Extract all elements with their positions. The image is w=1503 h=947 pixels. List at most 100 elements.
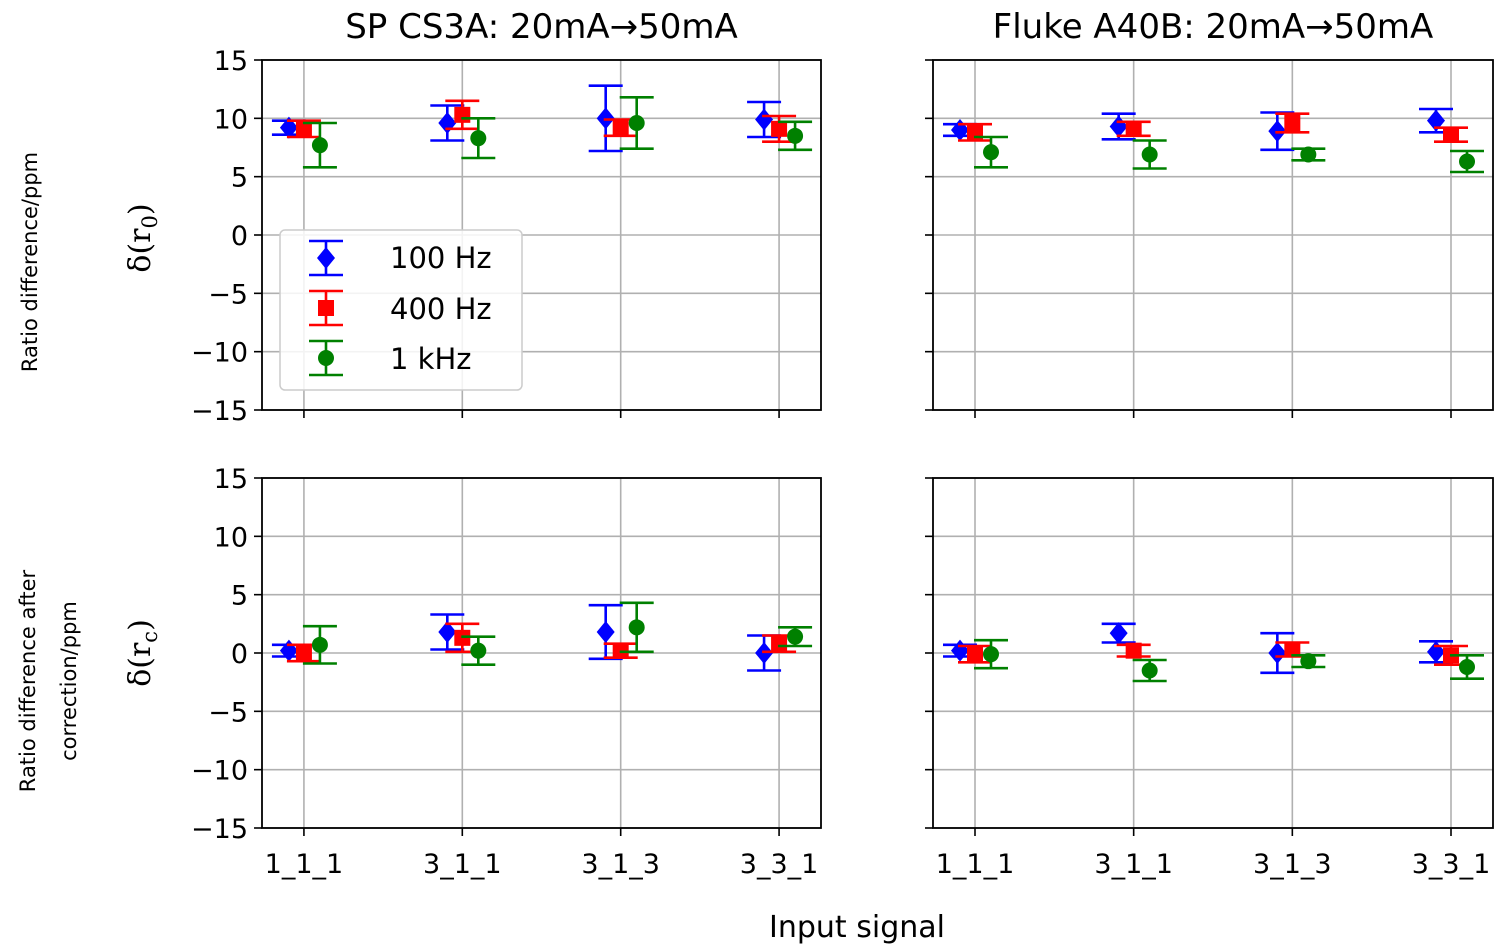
point-3-1-1 [1141, 662, 1158, 679]
point-3-1-3 [1268, 642, 1287, 664]
point-3-3-1 [787, 628, 804, 645]
legend-frame [279, 229, 523, 391]
x-tick-label-3-1-1: 3_1_1 [1094, 849, 1173, 880]
series-400-hz [958, 641, 1468, 666]
point-3-1-3 [1284, 641, 1301, 658]
point-1-1-1 [295, 120, 312, 137]
point-3-1-1 [438, 621, 457, 643]
point-3-3-1 [787, 127, 804, 144]
panel-2: Fluke A40B: 20mA→50mA [925, 7, 1494, 418]
point-3-3-1 [1459, 153, 1475, 170]
point-3-1-1 [454, 106, 471, 123]
point-3-3-1 [771, 120, 788, 137]
point-3-3-1 [755, 108, 774, 131]
plot-frame [261, 59, 822, 411]
series-1-khz [302, 96, 813, 169]
plot-frame [261, 477, 822, 829]
x-axis-label: Input signal [769, 910, 945, 945]
point-3-1-3 [596, 621, 615, 643]
point-1-1-1 [311, 636, 328, 653]
point-1-1-1 [951, 119, 969, 141]
series-100-hz [943, 622, 1453, 675]
panel-title: Fluke A40B: 20mA→50mA [993, 7, 1434, 47]
y-tick-label-5: −10 [191, 338, 248, 369]
point-3-1-1 [1109, 622, 1128, 645]
legend-entry-1khz: 1 kHz [309, 339, 472, 377]
x-tick-label-1-1-1: 1_1_1 [265, 849, 344, 880]
point-1-1-1 [311, 137, 328, 154]
legend-marker-400hz [309, 289, 343, 327]
y-tick-label-5: −10 [191, 756, 248, 787]
point-1-1-1 [295, 645, 312, 661]
point-3-1-1 [1125, 642, 1142, 659]
x-tick-label-1-1-1: 1_1_1 [936, 849, 1015, 880]
point-3-1-1 [470, 642, 487, 659]
point-3-1-3 [1300, 146, 1317, 163]
x-tick-label-3-3-1: 3_3_1 [740, 849, 819, 880]
series-1-khz [974, 638, 1484, 683]
legend-marker-shape [318, 300, 334, 316]
legend-label-100hz: 100 Hz [390, 241, 492, 275]
point-3-1-3 [612, 119, 629, 136]
row2-ylabel-line2: correction/ppm [57, 601, 81, 761]
point-3-1-3 [628, 619, 645, 636]
x-tick-label-3-1-3: 3_1_3 [1253, 849, 1332, 880]
plot-frame [932, 59, 1494, 411]
y-tick-label-3: 0 [231, 639, 248, 670]
row1-symbol: δ(r0) [123, 203, 162, 272]
point-3-1-3 [1284, 115, 1301, 131]
x-tick-label-3-1-1: 3_1_1 [423, 849, 502, 880]
legend-marker-100hz [309, 239, 343, 277]
y-tick-label-4: −5 [208, 279, 248, 310]
row1-ylabel: Ratio difference/ppm [18, 152, 42, 372]
point-3-1-3 [1300, 653, 1317, 670]
x-tick-label-3-1-3: 3_1_3 [581, 849, 660, 880]
y-tick-label-0: 15 [214, 46, 248, 77]
legend-marker-shape [317, 247, 335, 269]
series-100-hz [943, 107, 1453, 152]
point-3-3-1 [1459, 659, 1475, 675]
point-3-1-1 [1141, 146, 1158, 163]
point-1-1-1 [951, 639, 969, 662]
point-1-1-1 [983, 144, 999, 161]
point-1-1-1 [279, 116, 298, 139]
y-tick-label-0: 15 [214, 464, 248, 495]
row2-symbol: δ(rc) [123, 619, 162, 687]
y-tick-label-6: −15 [191, 396, 248, 427]
plot-frame [932, 477, 1494, 829]
y-tick-label-6: −15 [191, 814, 248, 845]
series-1-khz [974, 135, 1484, 174]
legend-marker-shape [318, 350, 334, 366]
legend-label-1khz: 1 kHz [390, 342, 472, 376]
legend: 100 Hz 400 Hz 1 kHz [279, 229, 523, 391]
point-1-1-1 [279, 639, 298, 662]
y-tick-label-1: 10 [214, 104, 248, 135]
series-100-hz [271, 603, 782, 672]
point-3-3-1 [771, 635, 788, 652]
x-tick-label-3-3-1: 3_3_1 [1412, 849, 1491, 880]
point-3-1-1 [1125, 120, 1142, 137]
panels: 15 10 5 0 −5 −10 −15 SP CS3A: 20mA→50mA Fluke A4… [191, 7, 1494, 880]
legend-entry-100hz: 100 Hz [309, 239, 492, 277]
y-tick-label-2: 5 [231, 581, 248, 612]
series-400-hz [286, 622, 797, 663]
point-3-1-1 [438, 112, 457, 134]
series-1-khz [302, 601, 813, 666]
series-400-hz [286, 99, 797, 143]
y-tick-label-2: 5 [231, 163, 248, 194]
point-3-1-1 [470, 130, 487, 147]
row2-ylabel-line1: Ratio difference after [16, 569, 40, 792]
y-tick-label-4: −5 [208, 697, 248, 728]
legend-label-400hz: 400 Hz [390, 292, 492, 326]
panel-title: SP CS3A: 20mA→50mA [345, 7, 738, 47]
panel-4: 1_1_1 3_1_1 3_1_3 3_3_1 [925, 477, 1494, 880]
point-1-1-1 [967, 646, 983, 663]
legend-entry-400hz: 400 Hz [309, 289, 492, 327]
y-tick-label-3: 0 [231, 221, 248, 252]
point-1-1-1 [983, 646, 999, 663]
legend-marker-1khz [309, 339, 343, 377]
point-3-3-1 [1427, 109, 1445, 132]
point-3-1-3 [628, 115, 645, 131]
y-tick-label-1: 10 [214, 522, 248, 553]
